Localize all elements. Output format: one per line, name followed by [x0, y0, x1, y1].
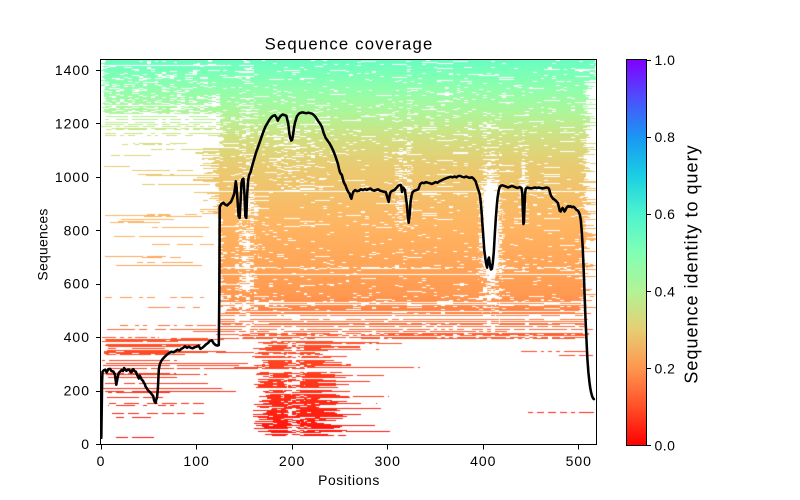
svg-text:600: 600	[64, 276, 90, 292]
svg-text:Sequence identity to query: Sequence identity to query	[682, 144, 702, 383]
svg-text:0.0: 0.0	[655, 438, 676, 454]
svg-text:1400: 1400	[55, 62, 90, 78]
svg-text:100: 100	[183, 453, 209, 469]
svg-text:400: 400	[470, 453, 496, 469]
svg-text:1.0: 1.0	[655, 52, 676, 68]
svg-text:Sequences: Sequences	[35, 208, 51, 280]
svg-text:0: 0	[97, 453, 106, 469]
svg-text:300: 300	[375, 453, 401, 469]
svg-text:1000: 1000	[55, 169, 90, 185]
svg-text:Sequence coverage: Sequence coverage	[265, 35, 434, 54]
svg-text:0.8: 0.8	[655, 129, 676, 145]
svg-text:0.6: 0.6	[655, 206, 676, 222]
svg-text:0: 0	[81, 436, 90, 452]
svg-text:400: 400	[64, 329, 90, 345]
svg-text:1200: 1200	[55, 115, 90, 131]
svg-text:0.4: 0.4	[655, 283, 676, 299]
svg-text:0.2: 0.2	[655, 360, 676, 376]
svg-text:200: 200	[64, 383, 90, 399]
svg-text:200: 200	[279, 453, 305, 469]
svg-text:800: 800	[64, 222, 90, 238]
svg-text:Positions: Positions	[318, 472, 380, 488]
svg-text:500: 500	[566, 453, 592, 469]
